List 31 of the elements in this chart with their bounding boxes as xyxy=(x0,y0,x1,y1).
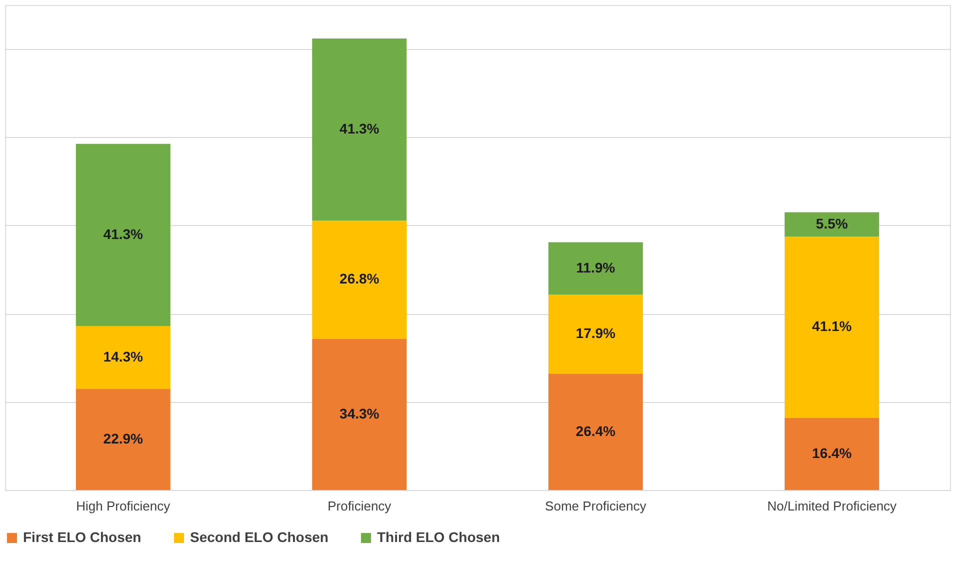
bar xyxy=(76,389,170,490)
data-label: 41.1% xyxy=(812,318,852,334)
bar xyxy=(548,294,643,374)
data-label: 16.4% xyxy=(812,444,852,461)
data-label: 41.3% xyxy=(103,226,144,242)
bar xyxy=(312,38,407,221)
legend-label: Second ELO Chosen xyxy=(190,529,328,545)
x-tick-label: Some Proficiency xyxy=(545,498,647,514)
bar xyxy=(76,144,170,326)
bar xyxy=(784,236,880,418)
data-label: 26.4% xyxy=(576,422,616,439)
bar xyxy=(312,338,407,490)
data-label: 22.9% xyxy=(103,430,144,447)
bar xyxy=(784,418,880,490)
bar xyxy=(548,374,643,490)
legend-label: Third ELO Chosen xyxy=(377,529,500,545)
data-label: 34.3% xyxy=(340,405,380,422)
bar xyxy=(312,220,407,339)
data-label: 11.9% xyxy=(576,259,616,276)
data-label: 26.8% xyxy=(340,270,380,287)
data-label: 5.5% xyxy=(816,215,848,232)
bar xyxy=(548,242,643,295)
data-label: 14.3% xyxy=(103,348,144,365)
bar xyxy=(784,212,880,236)
data-label: 41.3% xyxy=(340,120,380,137)
data-label: 17.9% xyxy=(576,325,616,342)
legend-label: First ELO Chosen xyxy=(23,529,142,545)
x-tick-label: High Proficiency xyxy=(76,498,171,514)
bar xyxy=(76,326,170,390)
x-tick-label: Proficiency xyxy=(328,498,392,514)
x-tick-label: No/Limited Proficiency xyxy=(767,498,898,514)
